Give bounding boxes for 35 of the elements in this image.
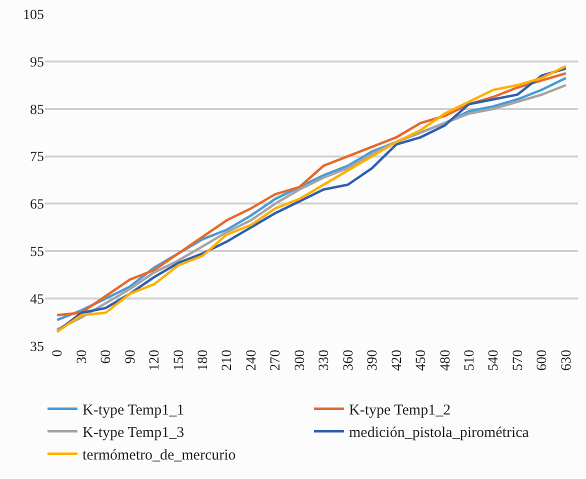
y-tick-label: 105	[23, 8, 44, 23]
x-tick-label: 210	[220, 350, 236, 371]
x-tick-label: 420	[390, 350, 405, 371]
x-tick-label: 570	[510, 350, 526, 371]
y-tick-label: 35	[30, 340, 44, 355]
legend-label: medición_pistola_pirométrica	[349, 425, 530, 442]
legend-label: termómetro_de_mercurio	[82, 448, 236, 464]
x-tick-label: 330	[317, 350, 332, 371]
x-tick-label: 600	[535, 350, 550, 371]
x-tick-label: 90	[123, 350, 138, 364]
x-tick-label: 540	[486, 350, 502, 371]
x-tick-label: 270	[268, 350, 284, 371]
legend-label: K-type Temp1_2	[349, 402, 451, 419]
x-tick-label: 630	[559, 350, 574, 371]
y-tick-label: 85	[30, 102, 44, 118]
y-tick-label: 55	[30, 245, 44, 260]
x-tick-label: 150	[172, 350, 187, 371]
legend-label: K-type Temp1_3	[82, 425, 184, 442]
x-tick-label: 240	[244, 350, 260, 371]
x-tick-label: 60	[99, 350, 114, 364]
x-tick-label: 180	[196, 350, 212, 371]
x-tick-label: 450	[414, 350, 430, 371]
x-tick-label: 120	[148, 350, 163, 371]
y-tick-label: 45	[30, 292, 44, 308]
x-tick-label: 0	[50, 350, 66, 357]
x-tick-label: 360	[341, 350, 356, 371]
x-tick-label: 30	[74, 350, 90, 364]
y-tick-label: 75	[30, 150, 44, 166]
x-tick-label: 390	[366, 350, 381, 371]
y-tick-label: 65	[30, 198, 44, 213]
x-tick-label: 480	[438, 350, 454, 371]
legend-label: K-type Temp1_1	[82, 402, 184, 419]
x-tick-label: 510	[462, 350, 478, 371]
x-tick-label: 300	[292, 350, 308, 371]
y-tick-label: 95	[30, 55, 44, 70]
